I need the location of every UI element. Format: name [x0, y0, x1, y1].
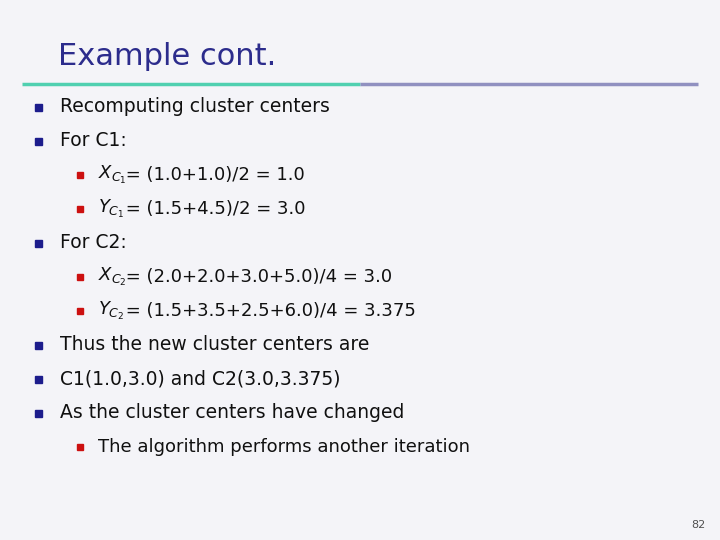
Text: $X_{C_1}$: $X_{C_1}$ [98, 164, 127, 186]
Bar [35, 240, 42, 246]
Bar [77, 172, 83, 178]
Text: Recomputing cluster centers: Recomputing cluster centers [60, 98, 330, 117]
Text: For C1:: For C1: [60, 132, 127, 151]
Text: 82: 82 [692, 520, 706, 530]
Bar [35, 409, 42, 416]
Bar [77, 308, 83, 314]
Text: = (1.5+3.5+2.5+6.0)/4 = 3.375: = (1.5+3.5+2.5+6.0)/4 = 3.375 [120, 302, 416, 320]
Bar [35, 341, 42, 348]
Text: Example cont.: Example cont. [58, 42, 276, 71]
Bar [77, 206, 83, 212]
Text: $Y_{C_1}$: $Y_{C_1}$ [98, 198, 125, 220]
Text: = (1.0+1.0)/2 = 1.0: = (1.0+1.0)/2 = 1.0 [120, 166, 305, 184]
Bar [77, 444, 83, 450]
Bar [35, 104, 42, 111]
Bar [35, 375, 42, 382]
Text: = (2.0+2.0+3.0+5.0)/4 = 3.0: = (2.0+2.0+3.0+5.0)/4 = 3.0 [120, 268, 392, 286]
Text: $Y_{C_2}$: $Y_{C_2}$ [98, 300, 125, 322]
Text: = (1.5+4.5)/2 = 3.0: = (1.5+4.5)/2 = 3.0 [120, 200, 305, 218]
Text: The algorithm performs another iteration: The algorithm performs another iteration [98, 438, 470, 456]
Text: Thus the new cluster centers are: Thus the new cluster centers are [60, 335, 369, 354]
Bar [77, 274, 83, 280]
Bar [35, 138, 42, 145]
Text: C1(1.0,3.0) and C2(3.0,3.375): C1(1.0,3.0) and C2(3.0,3.375) [60, 369, 341, 388]
Text: As the cluster centers have changed: As the cluster centers have changed [60, 403, 405, 422]
Text: $X_{C_2}$: $X_{C_2}$ [98, 266, 127, 288]
Text: For C2:: For C2: [60, 233, 127, 253]
